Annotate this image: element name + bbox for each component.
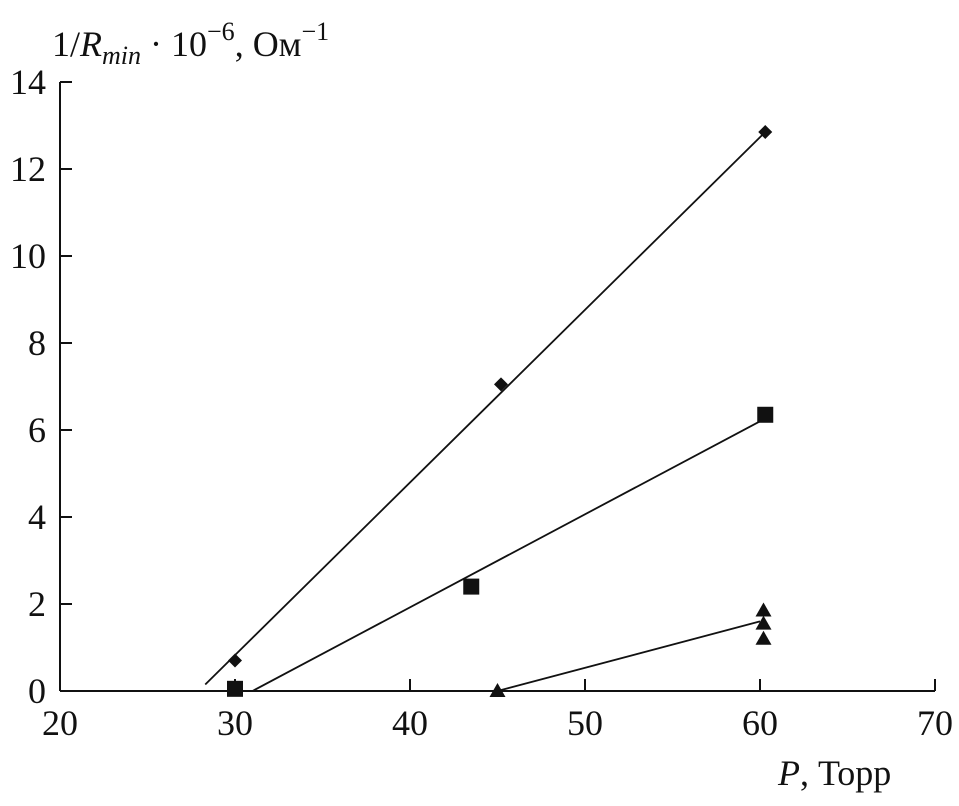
y-axis-title: 1/Rmin · 10−6, Ом−1 [52,17,329,70]
triangle-point-0 [489,683,506,697]
diamond-point-0 [228,653,242,668]
y-title-prefix: 1/ [52,24,80,64]
y-tick-label-8: 8 [28,323,46,363]
fit-lines [204,131,766,692]
x-axis-title: P, Торр [777,753,891,793]
fit-line-triangle [497,620,761,692]
y-tick-label-10: 10 [10,236,46,276]
diamond-point-1 [494,377,508,392]
diamond-point-2 [758,125,773,140]
y-tick-label-2: 2 [28,584,46,624]
x-tick-label-50: 50 [567,703,603,743]
y-title-mid: · 10 [141,24,207,64]
x-tick-label-20: 20 [42,703,78,743]
fit-line-square [252,420,761,692]
x-tick-label-40: 40 [392,703,428,743]
triangle-point-2 [755,615,772,630]
y-title-unit: , Ом [235,24,302,64]
square-point-2 [757,406,774,423]
x-tick-label-70: 70 [917,703,953,743]
x-tick-label-60: 60 [742,703,778,743]
y-tick-label-4: 4 [28,497,46,537]
square-point-1 [463,578,480,595]
y-tick-label-0: 0 [28,671,46,711]
x-title-var: P [777,753,800,793]
axes: 20 30 40 50 60 70 0 2 4 6 8 10 12 14 [10,62,953,743]
triangle-point-1 [755,630,772,645]
y-tick-label-6: 6 [28,410,46,450]
y-title-unit-exp: −1 [301,17,329,46]
labels: 1/Rmin · 10−6, Ом−1 P, Торр [52,17,891,793]
y-title-exp: −6 [207,17,235,46]
x-tick-label-30: 30 [217,703,253,743]
y-tick-label-12: 12 [10,149,46,189]
y-title-sub: min [102,41,141,70]
fit-line-diamond [204,131,766,686]
square-point-0 [227,680,243,697]
y-tick-label-14: 14 [10,62,46,102]
x-title-unit: , Торр [800,753,891,793]
data-points [227,125,774,697]
y-title-var: R [79,24,102,64]
triangle-point-3 [755,602,772,617]
